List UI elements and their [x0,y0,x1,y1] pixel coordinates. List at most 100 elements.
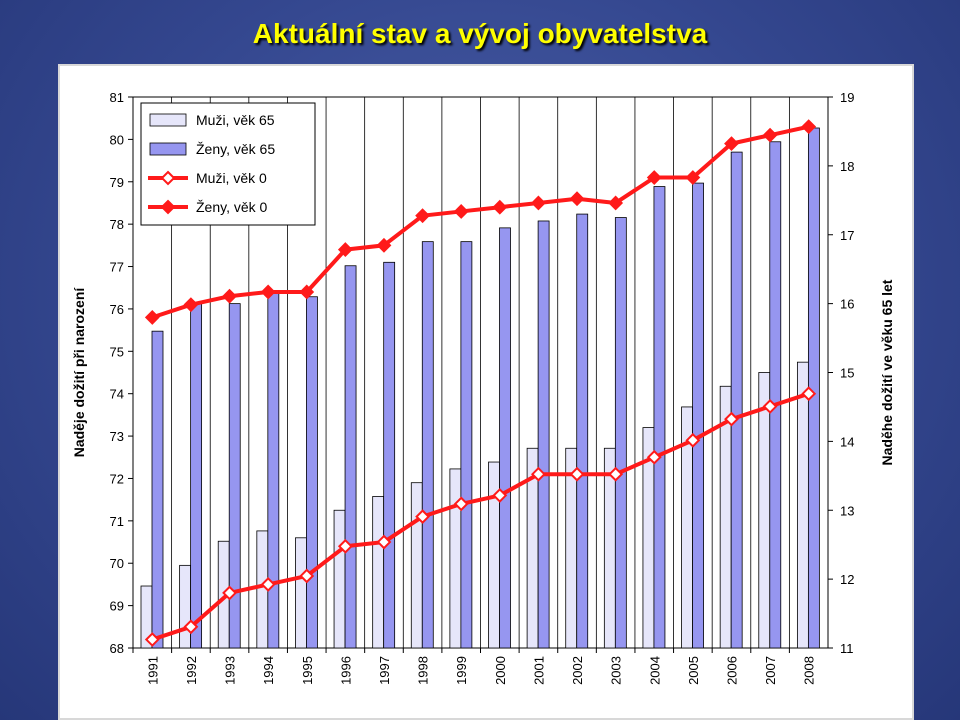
bar-women-65 [190,303,203,649]
men-0-marker [376,534,392,550]
left-tick-label: 73 [110,429,124,444]
men-0-marker [299,568,315,584]
right-axis-title: Naděhe dožití ve věku 65 let [879,279,895,465]
women-0-marker [531,195,546,211]
left-tick-label: 71 [110,514,124,529]
x-tick-label: 2007 [763,656,778,685]
bar-women-65 [769,141,782,649]
left-tick-label: 81 [110,90,124,105]
women-0-marker [724,136,739,152]
left-tick-label: 75 [110,344,124,359]
women-0-marker [299,284,315,300]
men-0-marker [337,538,353,554]
left-tick-label: 78 [110,217,124,232]
women-0-marker [492,199,508,215]
legend-label: Ženy, věk 65 [196,141,275,157]
men-0-marker [569,466,585,482]
bar-men-65 [758,372,771,649]
men-0-marker [762,398,778,414]
men-0-marker [608,466,624,482]
bar-men-65 [488,461,500,649]
legend-label: Muži, věk 65 [196,112,275,128]
women-0-marker [453,204,469,219]
bar-women-65 [151,330,164,649]
legend-swatch [149,113,187,127]
right-tick-label: 13 [840,503,854,518]
bar-women-65 [499,227,511,649]
x-tick-label: 2006 [724,656,739,685]
right-tick-label: 12 [840,572,854,587]
left-tick-label: 70 [110,556,124,571]
men-0-marker [492,488,508,503]
life-expectancy-chart: 68 69 70 71 72 73 74 75 76 77 78 79 80 81 11 12 13 14 15 16… [71,90,895,685]
x-tick-label: 1998 [416,656,431,685]
men-0-marker [222,585,237,601]
left-tick-label: 76 [110,302,124,317]
men-0-marker [183,619,199,635]
bar-men-65 [295,537,307,649]
right-tick-label: 11 [840,641,854,656]
bar-men-65 [179,564,192,649]
right-tick-label: 18 [840,159,854,174]
legend-swatch [149,142,187,156]
legend-label: Muži, věk 0 [196,170,267,186]
x-tick-label: 1991 [145,656,160,685]
men-0-marker [724,411,739,427]
bar-women-65 [306,296,318,649]
right-tick-label: 17 [840,228,854,243]
bar-women-65 [228,303,241,649]
x-tick-label: 1994 [261,656,276,685]
men-0-marker [801,386,817,402]
men-0-marker [144,632,160,647]
legend-marker [160,170,176,186]
men-0-marker [453,496,469,512]
left-tick-label: 72 [110,471,124,486]
bar-men-65 [410,482,423,649]
bar-men-65 [796,361,809,649]
bar-women-65 [576,213,589,649]
bar-men-65 [333,509,346,649]
legend-marker [160,199,176,215]
women-0-marker [801,119,817,135]
right-tick-label: 19 [840,90,854,105]
left-tick-label: 79 [110,175,124,190]
men-0-marker [260,577,276,592]
x-tick-label: 2004 [647,656,662,685]
x-tick-label: 2008 [802,656,817,685]
right-tick-label: 15 [840,366,854,381]
left-tick-label: 80 [110,132,124,147]
slide-title: Aktuální stav a vývoj obyvatelstva [252,18,708,49]
x-tick-label: 2001 [531,656,546,685]
bar-women-65 [383,261,396,649]
right-tick-label: 14 [840,434,854,449]
women-0-marker [260,284,276,300]
bar-women-65 [730,151,743,649]
men-0-marker [415,509,430,525]
bar-women-65 [653,186,666,649]
x-tick-label: 1996 [338,656,353,685]
left-axis-title: Naděje dožití při narození [71,287,87,458]
x-tick-label: 2000 [493,656,508,685]
x-tick-label: 1997 [377,656,392,685]
left-tick-label: 74 [110,387,124,402]
bar-women-65 [614,217,627,649]
x-tick-label: 2003 [609,656,624,685]
left-tick-label: 77 [110,260,124,275]
bar-women-65 [421,241,434,649]
bar-men-65 [372,496,385,649]
women-0-marker [646,170,662,185]
left-tick-label: 69 [110,599,124,614]
men-0-marker [646,449,662,465]
x-tick-label: 1995 [300,656,315,685]
x-tick-label: 2002 [570,656,585,685]
men-0-marker [685,432,701,448]
left-tick-label: 68 [110,641,124,656]
women-0-marker [415,208,430,224]
men-0-line [151,391,810,642]
right-tick-label: 16 [840,297,854,312]
bar-men-65 [449,468,462,649]
x-tick-label: 1999 [454,656,469,685]
bar-women-65 [537,220,550,649]
women-0-marker [144,309,160,325]
chart-frame: 68 69 70 71 72 73 74 75 76 77 78 79 80 81 11 12 13 14 15 16… [58,64,914,720]
